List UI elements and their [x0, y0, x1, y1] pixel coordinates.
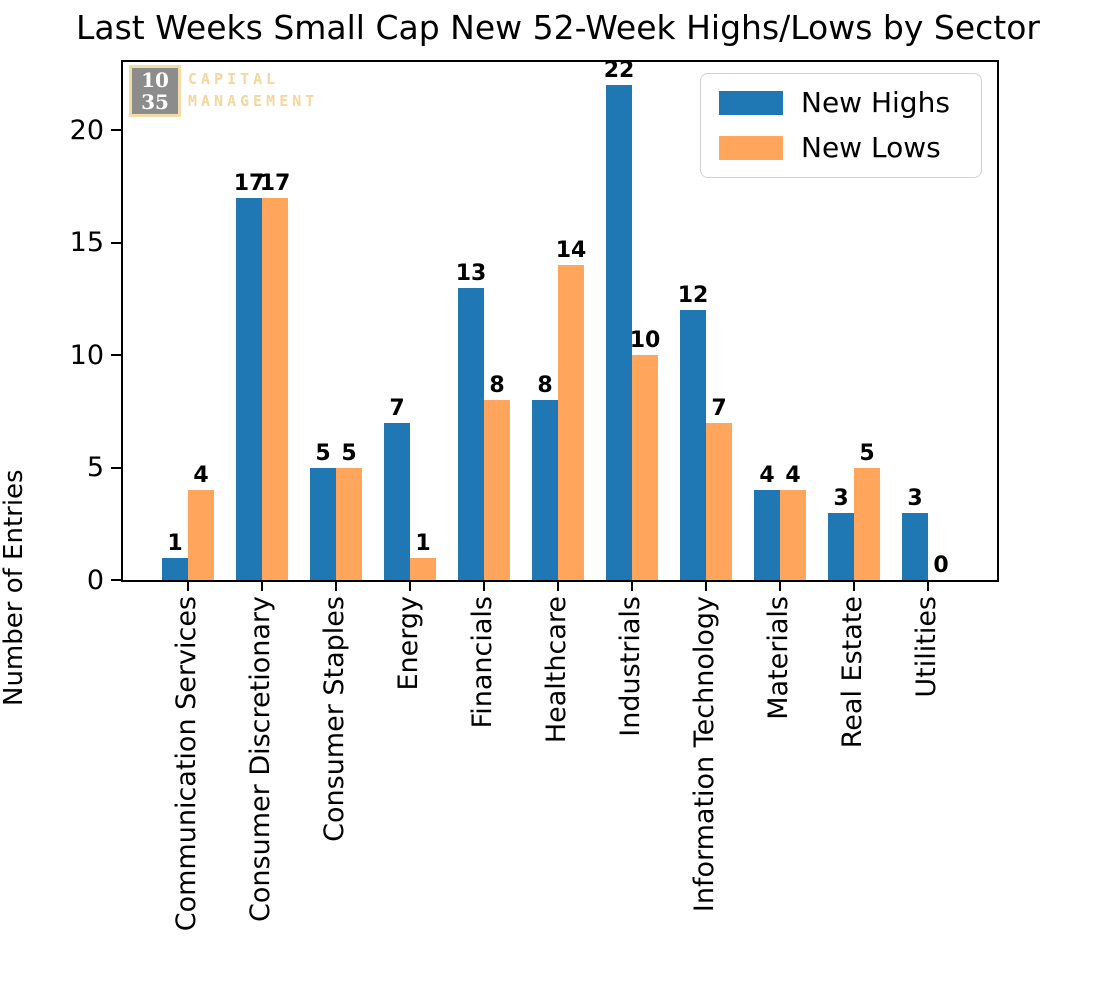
bar-new-highs [680, 310, 706, 580]
legend-item-new-lows: New Lows [719, 132, 963, 164]
bar-value-label: 1 [415, 530, 431, 556]
bar-value-label: 12 [677, 283, 709, 308]
x-tick-label: Industrials [615, 596, 646, 737]
bar-new-highs [902, 512, 928, 580]
new-lows-swatch [719, 136, 783, 160]
bar-value-label: 17 [233, 170, 265, 196]
logo-number-top: 10 [141, 68, 169, 92]
bar-value-label: 10 [629, 328, 661, 353]
bar-value-label: 4 [193, 463, 209, 488]
bar-value-label: 5 [315, 440, 331, 466]
bar-value-label: 7 [389, 395, 405, 421]
bar-value-label: 3 [833, 485, 849, 511]
bar-new-lows [336, 467, 362, 580]
bar-value-label: 4 [759, 463, 775, 488]
x-tick-label: Consumer Discretionary [245, 596, 276, 922]
x-tick-mark [705, 582, 707, 591]
bar-new-lows [854, 467, 880, 580]
x-tick-label: Energy [393, 596, 424, 691]
bar-new-lows [262, 197, 288, 580]
new-highs-swatch [719, 91, 783, 115]
bar-new-highs [532, 400, 558, 580]
legend-label-new-highs: New Highs [801, 86, 950, 119]
y-tick-mark [111, 354, 121, 356]
y-tick-label: 10 [69, 339, 104, 371]
y-tick-label: 15 [69, 227, 104, 258]
x-tick-mark [187, 582, 189, 591]
x-tick-mark [927, 582, 929, 591]
y-tick-mark [111, 241, 121, 244]
legend: New Highs New Lows [700, 73, 982, 178]
bar-value-label: 0 [933, 553, 949, 578]
bar-new-highs [162, 557, 188, 580]
x-tick-label: Utilities [911, 596, 942, 698]
bar-value-label: 14 [555, 238, 587, 263]
x-tick-label: Financials [467, 596, 498, 729]
bar-value-label: 22 [603, 58, 635, 83]
y-tick-mark [111, 466, 121, 469]
y-tick-label: 5 [86, 452, 104, 483]
bar-value-label: 4 [785, 463, 801, 488]
y-tick-mark [111, 129, 121, 131]
bar-value-label: 8 [489, 373, 505, 398]
bar-new-highs [384, 422, 410, 580]
x-tick-label: Real Estate [837, 596, 868, 749]
x-tick-label: Information Technology [689, 596, 720, 913]
chart-title: Last Weeks Small Cap New 52-Week Highs/L… [76, 8, 1040, 47]
bar-value-label: 5 [341, 440, 357, 466]
x-tick-label: Communication Services [171, 596, 202, 932]
logo-text-management: MANAGEMENT [188, 92, 319, 110]
bar-value-label: 1 [167, 530, 183, 556]
legend-label-new-lows: New Lows [801, 131, 941, 164]
bar-new-highs [236, 197, 262, 580]
bar-value-label: 8 [537, 373, 553, 398]
x-tick-label: Consumer Staples [319, 596, 350, 842]
logo: 10 35 CAPITAL MANAGEMENT [129, 65, 318, 117]
logo-numbers-box: 10 35 [129, 65, 181, 117]
y-tick-label: 20 [69, 114, 104, 146]
bar-value-label: 3 [907, 485, 923, 511]
logo-number-bottom: 35 [141, 90, 169, 114]
bar-new-lows [558, 265, 584, 580]
bar-value-label: 17 [259, 170, 291, 196]
x-tick-mark [261, 582, 263, 591]
x-tick-mark [335, 582, 337, 591]
bar-new-lows [706, 422, 732, 580]
x-tick-mark [779, 582, 781, 591]
logo-wordmark: CAPITAL MANAGEMENT [188, 65, 318, 112]
bar-new-highs [754, 490, 780, 580]
x-tick-mark [409, 582, 411, 591]
x-tick-mark [557, 582, 559, 591]
bar-new-highs [606, 85, 632, 580]
y-tick-mark [111, 579, 121, 581]
y-axis-label: Number of Entries [0, 469, 29, 706]
x-tick-mark [631, 582, 633, 591]
bar-value-label: 7 [711, 395, 727, 421]
bar-new-highs [310, 467, 336, 580]
bar-value-label: 13 [455, 260, 487, 286]
bar-new-lows [188, 490, 214, 580]
bar-new-lows [780, 490, 806, 580]
bar-new-highs [458, 287, 484, 580]
x-tick-mark [853, 582, 855, 591]
x-tick-label: Healthcare [541, 596, 572, 744]
bar-new-lows [410, 557, 436, 580]
logo-text-capital: CAPITAL [188, 70, 280, 88]
legend-item-new-highs: New Highs [719, 87, 963, 119]
bar-new-lows [484, 400, 510, 580]
x-tick-mark [483, 582, 485, 591]
bar-value-label: 5 [859, 440, 875, 466]
bar-new-highs [828, 512, 854, 580]
bar-new-lows [632, 355, 658, 580]
x-tick-label: Materials [763, 596, 794, 720]
y-tick-label: 0 [86, 564, 104, 596]
